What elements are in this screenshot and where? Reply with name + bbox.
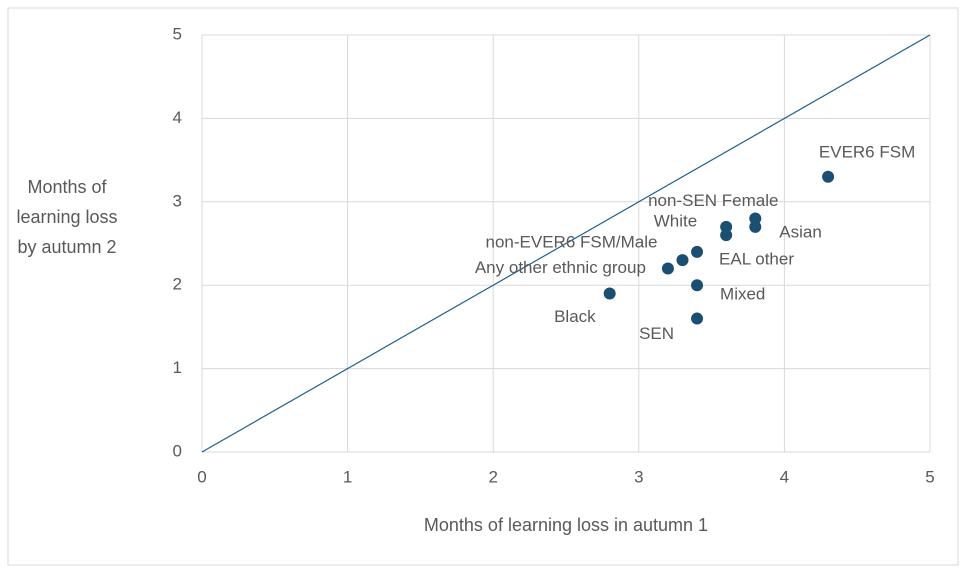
point-label: EAL other — [719, 249, 794, 268]
point-label: Asian — [779, 222, 822, 241]
point-label: non-EVER6 FSM/Male — [486, 233, 658, 252]
point — [720, 229, 733, 242]
point-label: Any other ethnic group — [475, 258, 646, 277]
point — [603, 287, 616, 300]
x-tick-label: 5 — [925, 467, 934, 486]
point-label: White — [654, 211, 697, 230]
point-label: non-SEN Female — [648, 191, 778, 210]
diagonal-reference — [201, 34, 931, 453]
point — [691, 279, 704, 292]
x-tick-label: 2 — [488, 467, 497, 486]
x-tick-label: 4 — [780, 467, 789, 486]
point — [676, 254, 689, 267]
y-tick-label: 5 — [173, 24, 182, 43]
y-tick-label: 4 — [173, 108, 182, 127]
y-tick-label: 2 — [173, 275, 182, 294]
point-label: Mixed — [720, 285, 765, 304]
point — [661, 262, 674, 275]
point-label: Black — [554, 307, 596, 326]
chart-border — [7, 7, 959, 566]
point — [691, 312, 704, 325]
y-tick-label: 3 — [173, 191, 182, 210]
x-tick-label: 0 — [197, 467, 206, 486]
y-tick-label: 0 — [173, 441, 182, 460]
x-axis-title: Months of learning loss in autumn 1 — [424, 515, 708, 535]
x-tick-label: 3 — [634, 467, 643, 486]
point — [691, 245, 704, 258]
point — [749, 220, 762, 233]
point-label: SEN — [639, 324, 674, 343]
point — [749, 212, 762, 225]
y-tick-label: 1 — [173, 358, 182, 377]
x-tick-label: 1 — [343, 467, 352, 486]
y-axis-title: Months of learning loss by autumn 2 — [16, 177, 118, 257]
point — [822, 170, 835, 183]
point-label: EVER6 FSM — [819, 142, 915, 161]
point — [720, 220, 733, 233]
